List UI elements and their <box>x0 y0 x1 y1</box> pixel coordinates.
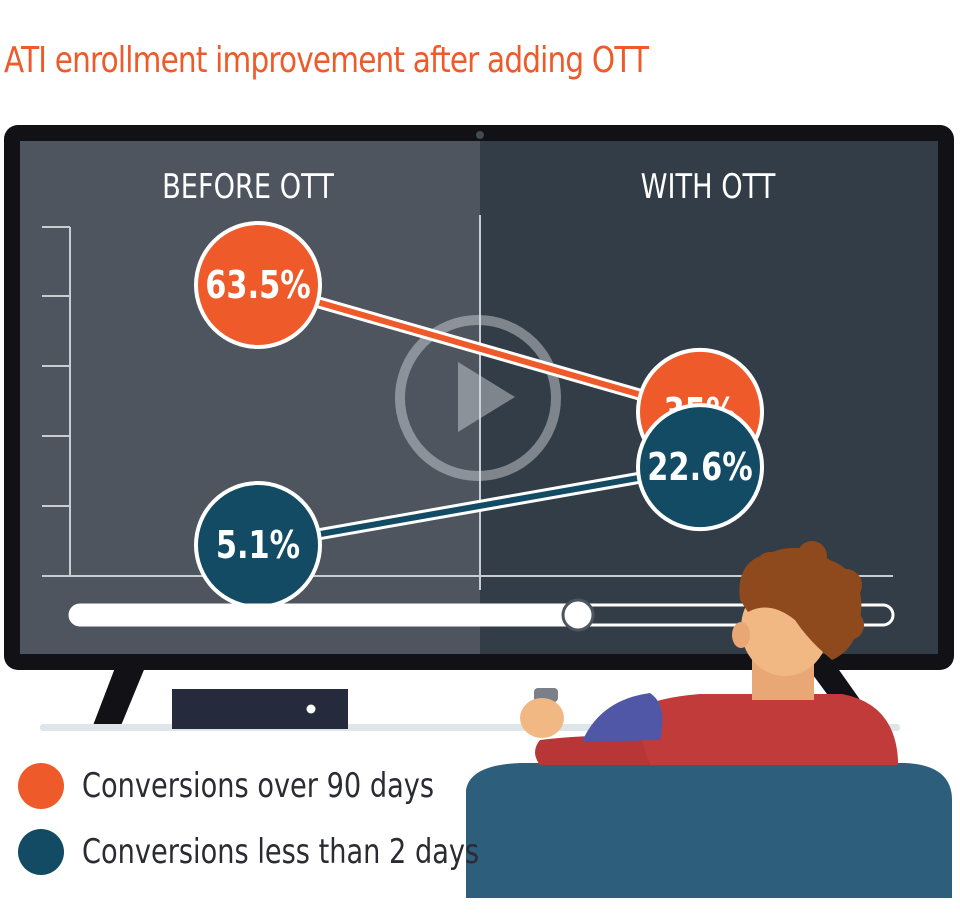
tv-leg-left <box>92 660 148 728</box>
couch <box>466 763 952 898</box>
legend-swatch-orange <box>18 763 64 809</box>
y-axis <box>42 226 71 576</box>
legend-label: Conversions less than 2 days <box>82 832 480 872</box>
legend-item-over-90-days: Conversions over 90 days <box>18 762 522 810</box>
legend-item-less-than-2-days: Conversions less than 2 days <box>18 828 579 876</box>
data-label: 5.1% <box>216 524 300 568</box>
chart-title: ATI enrollment improvement after adding … <box>4 40 649 81</box>
legend-label: Conversions over 90 days <box>82 766 435 806</box>
panel-label-after: WITH OTT <box>641 167 776 207</box>
tv-camera <box>476 131 484 139</box>
panel-label-before: BEFORE OTT <box>162 167 334 207</box>
series-line <box>257 464 701 548</box>
progress-fill <box>70 605 578 625</box>
set-top-box <box>172 689 348 729</box>
viewer-illustration <box>520 541 898 765</box>
series-layer: 63.5%35%5.1%22.6% <box>194 221 764 609</box>
data-label: 63.5% <box>205 264 310 308</box>
set-top-box-led <box>306 704 316 714</box>
data-label: 22.6% <box>647 446 752 490</box>
play-icon[interactable] <box>395 315 561 481</box>
legend-swatch-navy <box>18 829 64 875</box>
data-point <box>636 403 764 532</box>
series-line <box>257 282 701 415</box>
progress-handle[interactable] <box>561 598 595 632</box>
data-point <box>194 221 322 349</box>
